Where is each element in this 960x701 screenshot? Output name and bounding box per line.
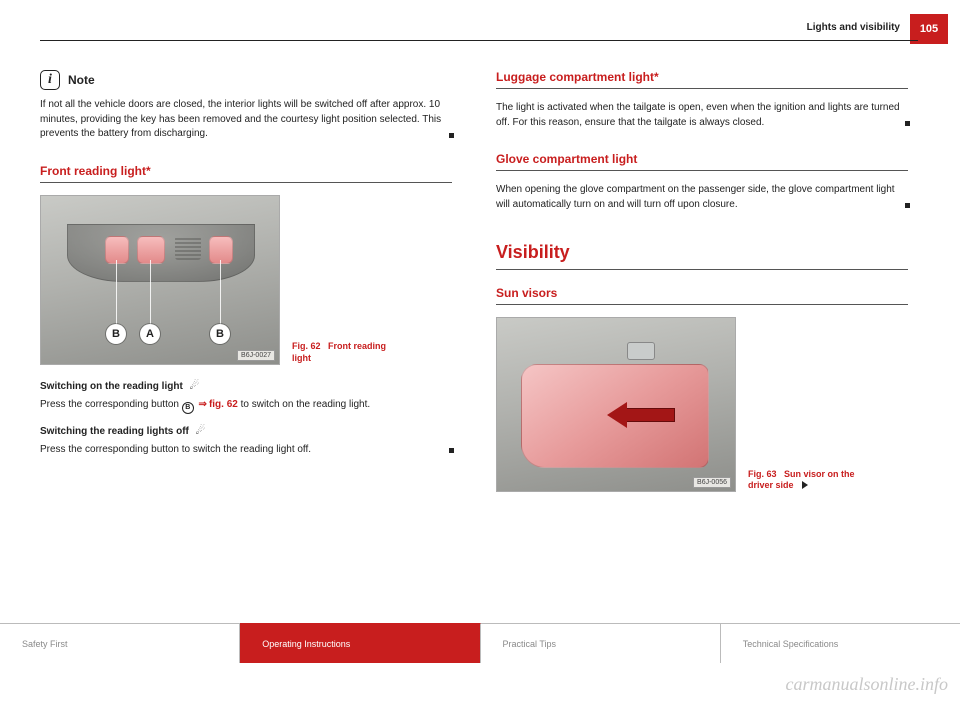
glove-text: When opening the glove compartment on th… xyxy=(496,184,895,210)
figure-62-number: Fig. 62 xyxy=(292,341,321,351)
figure-63-number: Fig. 63 xyxy=(748,469,777,479)
figure-63-caption: Fig. 63 Sun visor on the driver side xyxy=(748,469,858,492)
header-rule xyxy=(40,40,918,41)
figure-62-button-b-left xyxy=(105,236,129,264)
section-end-icon xyxy=(449,448,454,453)
reading-off-heading: Switching the reading lights off ☄ xyxy=(40,424,452,437)
section-end-icon xyxy=(449,133,454,138)
right-column: Luggage compartment light* The light is … xyxy=(496,70,908,506)
page: Lights and visibility 105 i Note If not … xyxy=(0,0,960,665)
two-column-layout: i Note If not all the vehicle doors are … xyxy=(40,70,908,506)
luggage-text: The light is activated when the tailgate… xyxy=(496,102,900,128)
glove-body: When opening the glove compartment on th… xyxy=(496,183,908,212)
reading-on-heading-text: Switching on the reading light xyxy=(40,381,183,392)
reading-off-heading-text: Switching the reading lights off xyxy=(40,426,189,437)
figure-62-leader-b-right xyxy=(220,260,221,324)
figure-63-arrow-icon xyxy=(625,408,675,422)
section-end-icon xyxy=(905,121,910,126)
figure-63-clip xyxy=(627,342,655,360)
visibility-title: Visibility xyxy=(496,242,908,270)
luggage-body: The light is activated when the tailgate… xyxy=(496,101,908,130)
header-section-title: Lights and visibility xyxy=(807,22,900,33)
tab-practical-tips[interactable]: Practical Tips xyxy=(481,623,721,663)
glove-title: Glove compartment light xyxy=(496,152,908,171)
note-body: If not all the vehicle doors are closed,… xyxy=(40,98,452,142)
tab-operating-instructions[interactable]: Operating Instructions xyxy=(240,623,480,663)
front-reading-title: Front reading light* xyxy=(40,164,452,183)
section-end-icon xyxy=(905,203,910,208)
figure-62-caption: Fig. 62 Front reading light xyxy=(292,341,402,364)
info-icon: i xyxy=(40,70,60,90)
figure-62-button-b-right xyxy=(209,236,233,264)
light-off-icon: ☄ xyxy=(196,425,206,437)
watermark: carmanualsonline.info xyxy=(786,674,949,695)
reading-off-body: Press the corresponding button to switch… xyxy=(40,443,452,458)
page-header: Lights and visibility 105 xyxy=(40,28,908,50)
figure-63: B6J-0056 xyxy=(496,317,736,492)
note-text: If not all the vehicle doors are closed,… xyxy=(40,99,441,139)
figure-62-callout-a: A xyxy=(140,324,160,344)
ref-arrow-icon: ⇒ xyxy=(199,399,207,410)
reading-on-heading: Switching on the reading light ☄ xyxy=(40,379,452,392)
note-block: i Note xyxy=(40,70,452,90)
figure-63-code: B6J-0056 xyxy=(693,477,731,488)
figure-62-vents xyxy=(175,236,201,260)
light-on-icon: ☄ xyxy=(190,380,200,392)
figure-63-row: B6J-0056 Fig. 63 Sun visor on the driver… xyxy=(496,317,908,492)
tab-safety-first[interactable]: Safety First xyxy=(0,623,240,663)
sun-visors-title: Sun visors xyxy=(496,286,908,305)
footer-tabs: Safety First Operating Instructions Prac… xyxy=(0,623,960,663)
reading-on-pre: Press the corresponding button xyxy=(40,399,179,410)
figure-62-callout-b2: B xyxy=(210,324,230,344)
figure-62-leader-b-left xyxy=(116,260,117,324)
fig-62-ref: fig. 62 xyxy=(209,399,238,410)
reading-on-body: Press the corresponding button B ⇒fig. 6… xyxy=(40,398,452,414)
figure-62: B A B B6J-0027 xyxy=(40,195,280,365)
figure-62-code: B6J-0027 xyxy=(237,350,275,361)
figure-62-row: B A B B6J-0027 Fig. 62 Front reading lig… xyxy=(40,195,452,365)
left-column: i Note If not all the vehicle doors are … xyxy=(40,70,452,506)
luggage-title: Luggage compartment light* xyxy=(496,70,908,89)
reading-on-post: to switch on the reading light. xyxy=(241,399,371,410)
note-label: Note xyxy=(68,73,95,87)
tab-technical-specifications[interactable]: Technical Specifications xyxy=(721,623,960,663)
reading-off-text: Press the corresponding button to switch… xyxy=(40,444,311,455)
figure-62-leader-a xyxy=(150,260,151,324)
callout-b-inline: B xyxy=(182,402,194,414)
figure-62-button-a xyxy=(137,236,165,264)
figure-62-callout-b1: B xyxy=(106,324,126,344)
